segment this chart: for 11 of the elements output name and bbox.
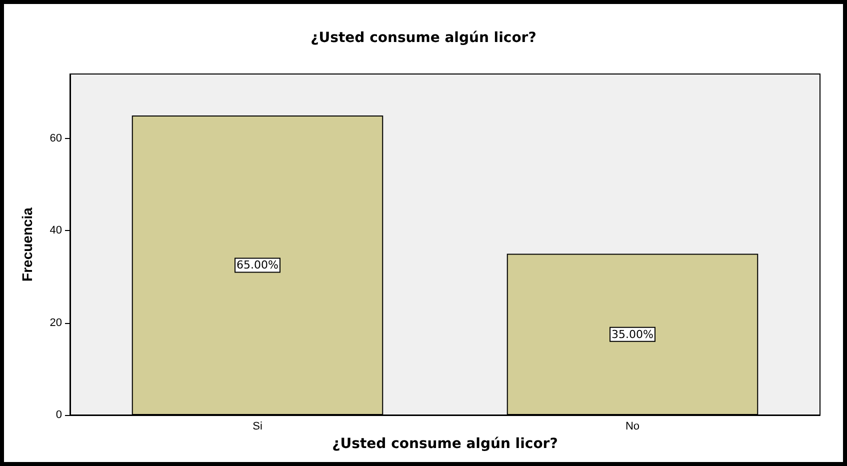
y-tick-label: 60 xyxy=(50,132,62,145)
x-axis-title: ¿Usted consume algún licor? xyxy=(332,436,558,452)
y-tick-label: 20 xyxy=(50,316,62,329)
y-tick-label: 0 xyxy=(56,409,62,421)
y-tick-label: 40 xyxy=(50,224,62,237)
chart-title: ¿Usted consume algún licor? xyxy=(310,30,536,46)
data-label: 35.00% xyxy=(612,328,654,341)
x-tick-label: No xyxy=(625,420,640,432)
data-label: 65.00% xyxy=(236,258,278,272)
y-axis-title: Frecuencia xyxy=(19,207,35,282)
x-tick-label: Si xyxy=(252,420,262,432)
